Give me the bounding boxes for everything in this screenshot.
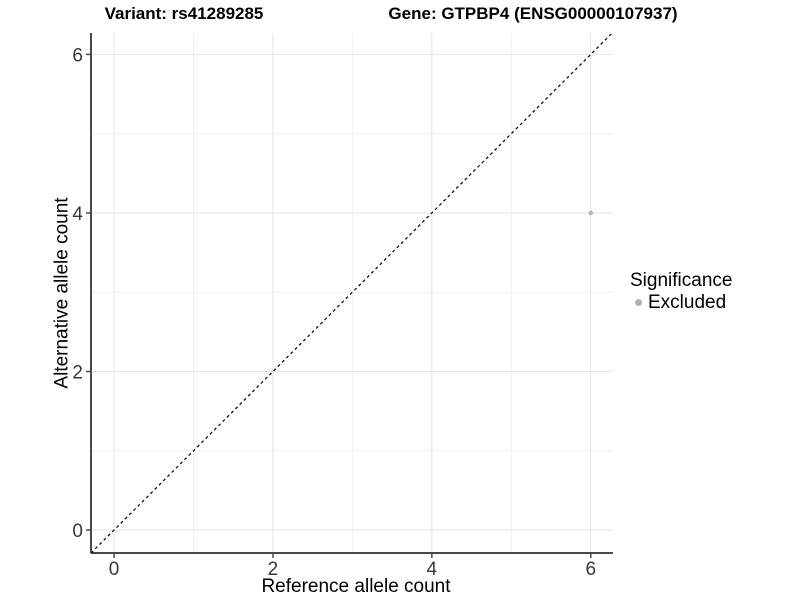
x-tick-label: 6 xyxy=(585,559,596,580)
variant-title: Variant: rs41289285 xyxy=(104,4,264,23)
legend-item-excluded: Excluded xyxy=(630,293,732,312)
x-tick-label: 0 xyxy=(109,559,120,580)
y-tick-label: 2 xyxy=(72,362,83,383)
legend-point-icon xyxy=(635,299,642,306)
x-tick-label: 4 xyxy=(427,559,438,580)
y-tick-label: 4 xyxy=(72,204,83,225)
legend-title: Significance xyxy=(630,270,733,291)
y-axis-title: Alternative allele count xyxy=(51,197,73,389)
y-tick-label: 0 xyxy=(72,521,83,542)
x-tick-label: 2 xyxy=(268,559,279,580)
identity-dashed-line xyxy=(90,32,613,554)
data-point xyxy=(588,210,594,216)
gene-title: Gene: GTPBP4 (ENSG00000107937) xyxy=(388,4,678,23)
x-axis-title: Reference allele count xyxy=(261,576,451,597)
y-tick-label: 6 xyxy=(72,45,83,66)
legend-item-label: Excluded xyxy=(648,292,727,313)
legend: Significance Excluded xyxy=(630,271,732,312)
